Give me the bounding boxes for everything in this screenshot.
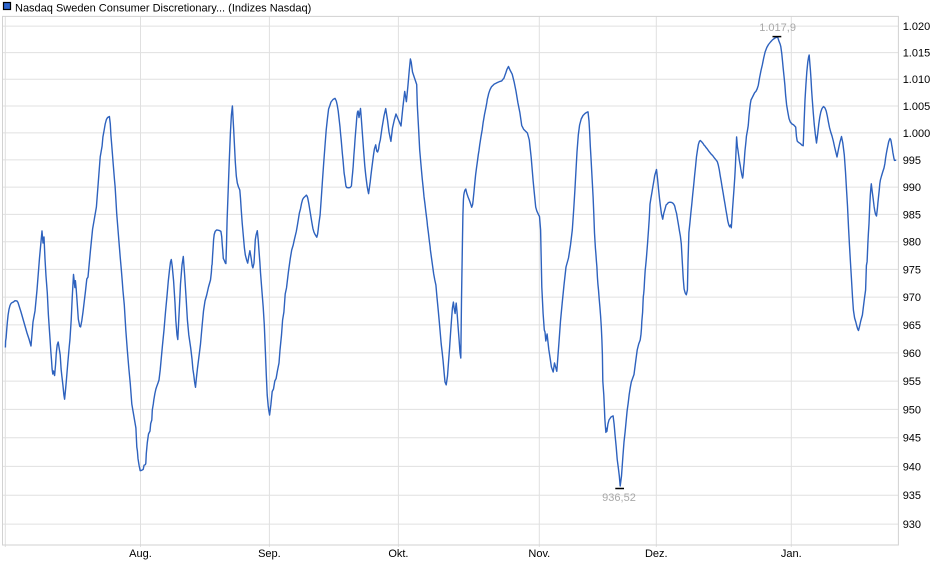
svg-text:936,52: 936,52 bbox=[602, 492, 636, 504]
svg-text:950: 950 bbox=[903, 404, 921, 416]
svg-text:1.010: 1.010 bbox=[903, 74, 931, 86]
svg-text:945: 945 bbox=[903, 433, 921, 445]
svg-text:Nasdaq Sweden Consumer Discret: Nasdaq Sweden Consumer Discretionary... … bbox=[15, 2, 311, 14]
svg-text:935: 935 bbox=[903, 490, 921, 502]
svg-text:955: 955 bbox=[903, 376, 921, 388]
svg-text:Sep.: Sep. bbox=[258, 548, 281, 560]
svg-text:965: 965 bbox=[903, 320, 921, 332]
svg-text:1.017,9: 1.017,9 bbox=[759, 22, 796, 34]
svg-text:990: 990 bbox=[903, 182, 921, 194]
svg-text:Okt.: Okt. bbox=[388, 548, 408, 560]
svg-text:940: 940 bbox=[903, 461, 921, 473]
svg-text:1.015: 1.015 bbox=[903, 48, 931, 60]
svg-text:985: 985 bbox=[903, 209, 921, 221]
svg-text:930: 930 bbox=[903, 519, 921, 531]
svg-text:970: 970 bbox=[903, 292, 921, 304]
svg-text:1.000: 1.000 bbox=[903, 128, 931, 140]
svg-text:Aug.: Aug. bbox=[129, 548, 152, 560]
svg-text:Nov.: Nov. bbox=[528, 548, 550, 560]
svg-text:Dez.: Dez. bbox=[645, 548, 668, 560]
svg-text:1.005: 1.005 bbox=[903, 101, 931, 113]
svg-text:960: 960 bbox=[903, 348, 921, 360]
svg-text:1.020: 1.020 bbox=[903, 21, 931, 33]
svg-text:995: 995 bbox=[903, 155, 921, 167]
svg-text:Jan.: Jan. bbox=[781, 548, 802, 560]
svg-text:980: 980 bbox=[903, 237, 921, 249]
svg-text:975: 975 bbox=[903, 264, 921, 276]
